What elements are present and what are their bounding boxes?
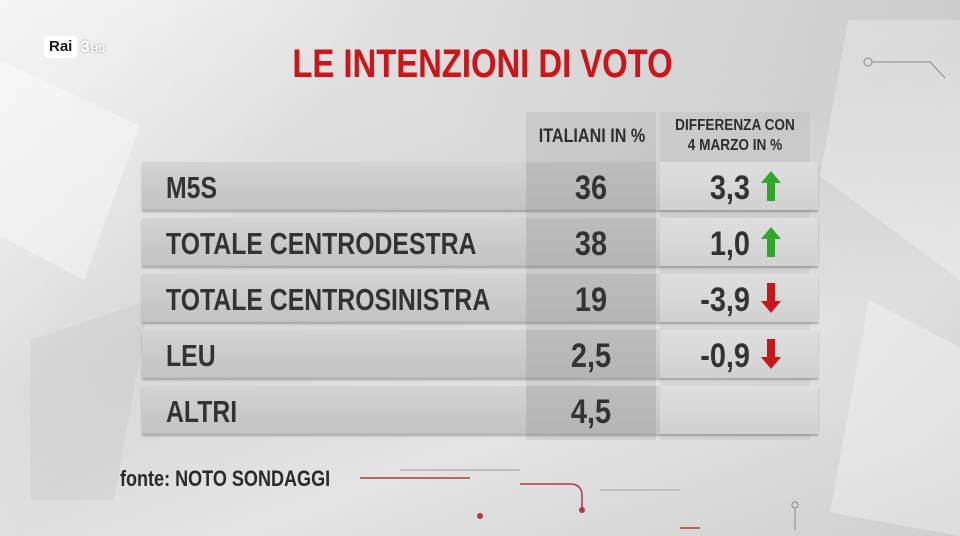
table-row: TOTALE CENTROSINISTRA 19 -3,9 xyxy=(142,274,818,322)
differenza-value: 1,0 xyxy=(709,225,750,263)
source-note: fonte: NOTO SONDAGGI xyxy=(120,466,331,491)
background-facet xyxy=(0,60,140,280)
arrow-up-icon xyxy=(761,171,781,201)
differenza-value: -3,9 xyxy=(700,281,750,319)
column-header-differenza: DIFFERENZA CON 4 MARZO IN % xyxy=(671,116,799,156)
table-row: TOTALE CENTRODESTRA 38 1,0 xyxy=(142,218,818,266)
party-label: TOTALE CENTROSINISTRA xyxy=(166,282,491,317)
differenza-value: -0,9 xyxy=(700,337,750,375)
italiani-value: 2,5 xyxy=(570,337,612,375)
arrow-down-icon xyxy=(761,283,781,313)
logo-rai-text: Rai xyxy=(44,36,78,58)
party-label: TOTALE CENTRODESTRA xyxy=(166,226,477,261)
party-label: M5S xyxy=(166,170,217,205)
differenza-cell xyxy=(660,162,818,210)
differenza-cell xyxy=(660,274,818,322)
italiani-value: 19 xyxy=(574,281,608,319)
differenza-cell xyxy=(660,218,818,266)
italiani-cell xyxy=(526,218,656,266)
italiani-cell xyxy=(526,330,656,378)
arrow-down-icon xyxy=(761,339,781,369)
channel-logo: Rai 3 HD xyxy=(44,34,105,60)
party-label: ALTRI xyxy=(166,394,238,429)
arrow-up-icon xyxy=(761,227,781,257)
logo-channel-number: 3 xyxy=(80,37,90,56)
italiani-value: 4,5 xyxy=(570,393,612,431)
italiani-cell xyxy=(526,162,656,210)
chart-title: LE INTENZIONI DI VOTO xyxy=(292,42,673,86)
differenza-cell xyxy=(660,386,818,434)
italiani-cell xyxy=(526,386,656,434)
logo-hd-badge: HD xyxy=(90,43,106,55)
background-facet xyxy=(830,300,960,536)
differenza-value: 3,3 xyxy=(709,169,750,207)
column-header-differenza-line2: 4 MARZO IN % xyxy=(687,137,783,154)
table-row: M5S 36 3,3 xyxy=(142,162,818,210)
italiani-value: 38 xyxy=(574,225,608,263)
italiani-value: 36 xyxy=(574,169,608,207)
column-header-italiani: ITALIANI IN % xyxy=(538,126,646,147)
italiani-cell xyxy=(526,274,656,322)
party-label: LEU xyxy=(166,338,216,373)
column-header-differenza-line1: DIFFERENZA CON xyxy=(675,117,795,134)
table-row: LEU 2,5 -0,9 xyxy=(142,330,818,378)
differenza-cell xyxy=(660,330,818,378)
table-row: ALTRI 4,5 xyxy=(142,386,818,434)
